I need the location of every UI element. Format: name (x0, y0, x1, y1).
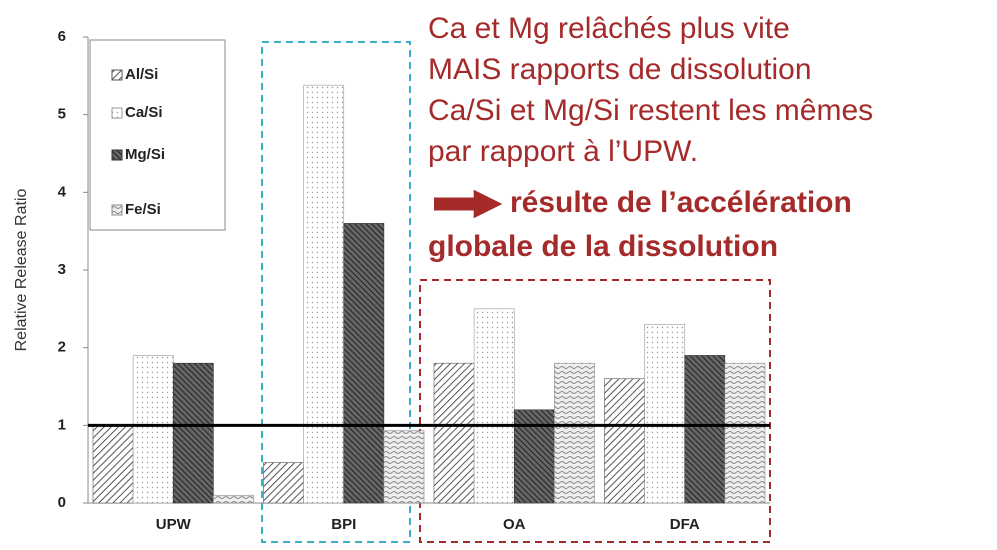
y-tick-label: 1 (58, 416, 66, 433)
legend-label: Al/Si (125, 66, 158, 83)
bar (433, 362, 475, 504)
bar (724, 362, 766, 504)
legend-label: Fe/Si (125, 201, 161, 218)
bar (554, 362, 595, 504)
y-tick-label: 3 (58, 261, 66, 278)
x-tick-label: BPI (331, 516, 356, 533)
y-tick-label: 5 (58, 106, 66, 123)
bar (644, 324, 686, 504)
y-tick-label: 2 (58, 339, 66, 356)
legend-label: Mg/Si (125, 146, 165, 163)
bar (303, 84, 345, 504)
x-tick-label: UPW (156, 516, 192, 533)
annotation-line: par rapport à l’UPW. (428, 135, 698, 168)
conclusion-line: globale de la dissolution (428, 230, 778, 263)
bar (604, 378, 645, 504)
y-axis-label: Relative Release Ratio (13, 189, 30, 352)
x-tick-label: OA (503, 516, 526, 533)
bar (263, 462, 304, 504)
bar (343, 223, 385, 504)
bar (383, 430, 425, 504)
bar (172, 362, 214, 504)
y-tick-label: 4 (58, 183, 67, 200)
bar (513, 409, 555, 504)
annotation-line: Ca/Si et Mg/Si restent les mêmes (428, 94, 873, 127)
bar (473, 308, 515, 504)
y-tick-label: 0 (58, 494, 66, 511)
annotation-line: MAIS rapports de dissolution (428, 53, 812, 86)
legend-label: Ca/Si (125, 104, 163, 121)
legend-swatch (111, 204, 123, 216)
x-tick-label: DFA (670, 516, 700, 533)
conclusion-line: résulte de l’accélération (510, 186, 852, 219)
y-tick-label: 6 (58, 28, 66, 45)
bar (213, 494, 254, 504)
highlight-box-bpi (261, 41, 411, 543)
highlight-box-oa-dfa (419, 279, 771, 543)
legend-swatch (111, 149, 123, 161)
bar (132, 355, 174, 504)
legend-swatch (111, 69, 123, 81)
bar (92, 425, 134, 504)
legend-swatch (111, 107, 123, 119)
annotation-line: Ca et Mg relâchés plus vite (428, 12, 790, 45)
bar (684, 355, 726, 504)
